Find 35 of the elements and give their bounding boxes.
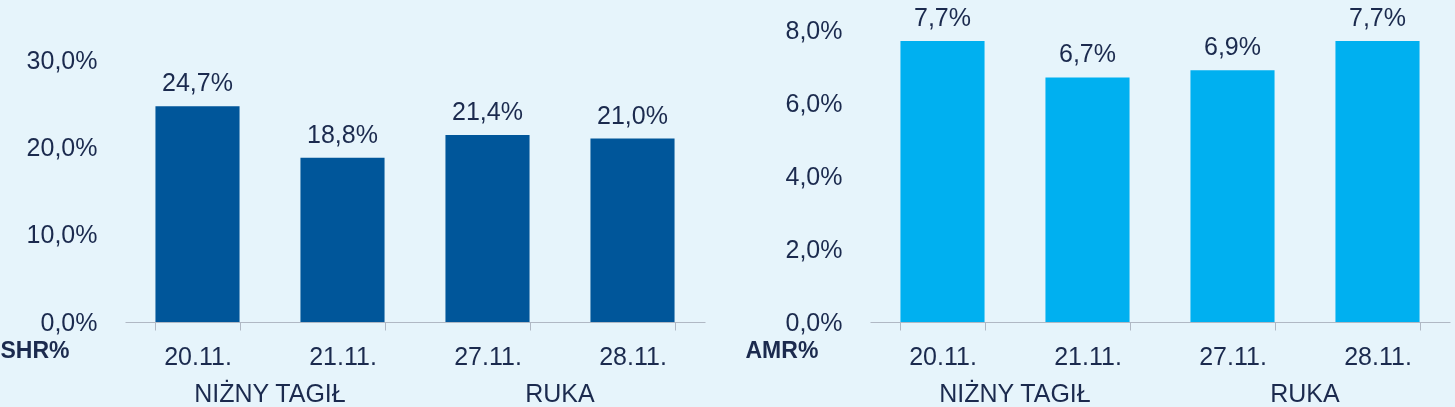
y-tick-label: 8,0%	[785, 15, 843, 44]
text: RUKA	[1270, 379, 1341, 407]
x-tick-label: 20.11.	[164, 341, 232, 370]
x-tick-label: 20.11.	[909, 341, 977, 370]
data-label: 21,0%	[597, 100, 668, 129]
data-label: 21,4%	[452, 97, 523, 126]
bar	[590, 138, 675, 322]
data-label: 24,7%	[162, 68, 233, 97]
bar	[300, 157, 385, 322]
x-tick-label: 21.11.	[1054, 341, 1122, 370]
x-axis-title: AMR%	[745, 336, 819, 363]
data-label: 6,7%	[1059, 39, 1116, 68]
text: RUKA	[525, 379, 596, 407]
text: NIŻNY TAGIŁ	[939, 379, 1091, 407]
y-tick-label: 10,0%	[26, 220, 98, 249]
y-tick-label: 4,0%	[785, 161, 843, 190]
y-tick-label: 6,0%	[785, 88, 843, 117]
x-tick-label: 27.11.	[1199, 341, 1267, 370]
x-axis-title: SHR%	[0, 336, 70, 363]
y-tick-label: 30,0%	[26, 45, 98, 74]
bar	[155, 106, 240, 322]
data-label: 7,7%	[914, 2, 971, 31]
x-tick-label: 28.11.	[599, 341, 667, 370]
y-tick-label: 2,0%	[785, 234, 843, 263]
x-tick-label: 27.11.	[454, 341, 522, 370]
y-tick-label: 0,0%	[785, 307, 843, 336]
x-tick-label: 28.11.	[1344, 341, 1412, 370]
bar	[445, 135, 530, 322]
y-tick-label: 0,0%	[40, 307, 98, 336]
x-tick-label: 21.11.	[309, 341, 377, 370]
text: NIŻNY TAGIŁ	[194, 379, 346, 407]
data-label: 18,8%	[307, 119, 378, 148]
data-label: 7,7%	[1349, 2, 1406, 31]
data-label: 6,9%	[1204, 32, 1261, 61]
y-tick-label: 20,0%	[26, 132, 98, 161]
